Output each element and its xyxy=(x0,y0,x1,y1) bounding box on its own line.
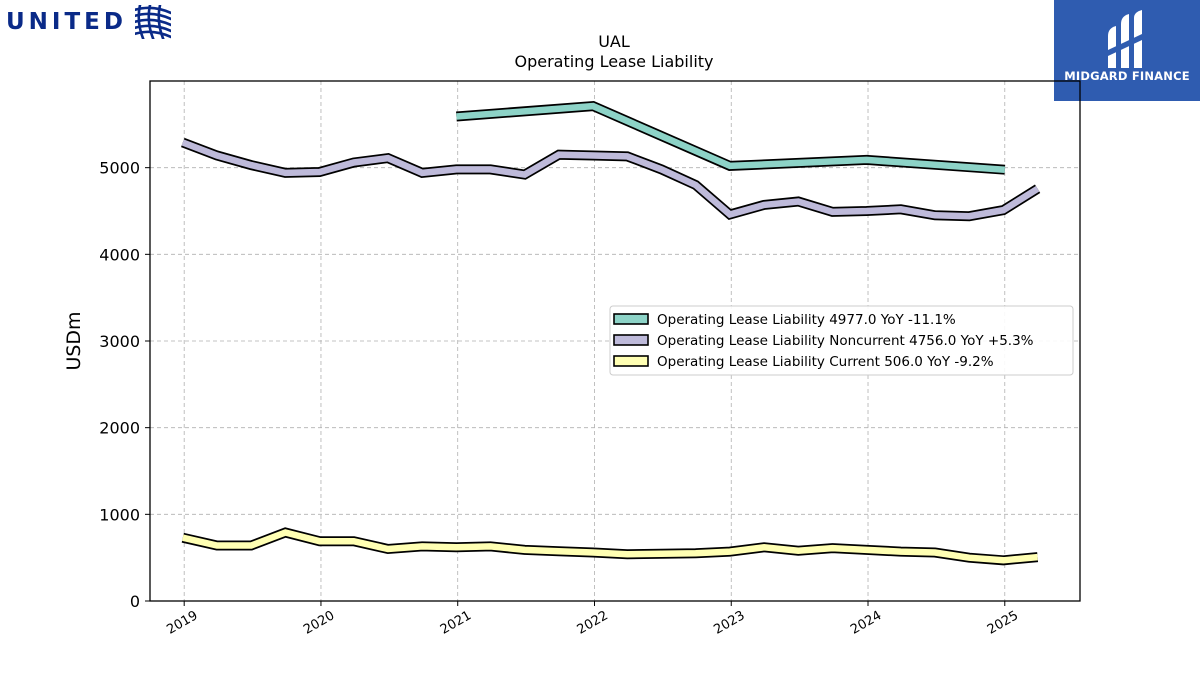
series-2 xyxy=(181,137,1041,222)
y-tick-label: 5000 xyxy=(99,159,140,178)
x-tick-label: 2023 xyxy=(711,608,747,638)
legend-swatch xyxy=(613,355,649,367)
midgard-finance-wordmark: MIDGARD FINANCE xyxy=(1064,69,1190,83)
series-1 xyxy=(456,101,1006,175)
legend-box xyxy=(609,305,1074,376)
legend-swatch xyxy=(613,334,649,346)
legend: Operating Lease Liability 4977.0 YoY -11… xyxy=(609,305,1074,376)
y-axis-label: USDm xyxy=(63,311,85,370)
x-tick-label: 2019 xyxy=(164,608,200,638)
midgard-mark-icon xyxy=(1108,10,1142,68)
series-line xyxy=(456,102,1006,173)
y-tick-label: 1000 xyxy=(99,505,140,524)
x-tick-label: 2022 xyxy=(575,608,611,638)
legend-label: Operating Lease Liability Noncurrent 475… xyxy=(657,333,1034,349)
x-tick-label: 2025 xyxy=(985,608,1021,638)
y-tick-label: 2000 xyxy=(99,419,140,438)
x-tick-label: 2020 xyxy=(301,608,337,638)
chart-subtitle: Operating Lease Liability xyxy=(514,52,713,71)
legend-label: Operating Lease Liability 4977.0 YoY -11… xyxy=(657,312,956,328)
midgard-finance-logo: MIDGARD FINANCE xyxy=(1054,0,1200,101)
united-logo: UNITED xyxy=(6,5,171,39)
ticks: 2019 2020 2021 2022 2023 2024 2025 0 1000 2000 300… xyxy=(99,159,1021,638)
series-layer xyxy=(181,101,1041,566)
x-tick-label: 2021 xyxy=(438,608,474,638)
united-logo-wordmark: UNITED xyxy=(6,9,127,35)
series-3 xyxy=(181,527,1039,566)
y-tick-label: 4000 xyxy=(99,245,140,264)
series-line-outline xyxy=(456,101,1006,175)
y-tick-label: 0 xyxy=(130,592,140,611)
series-line xyxy=(182,529,1038,564)
chart-title: UAL xyxy=(598,32,630,51)
united-globe-icon xyxy=(134,5,171,39)
x-tick-label: 2024 xyxy=(848,608,884,638)
legend-label: Operating Lease Liability Current 506.0 … xyxy=(657,354,994,370)
legend-swatch xyxy=(613,313,649,325)
y-tick-label: 3000 xyxy=(99,332,140,351)
series-line xyxy=(181,139,1040,220)
